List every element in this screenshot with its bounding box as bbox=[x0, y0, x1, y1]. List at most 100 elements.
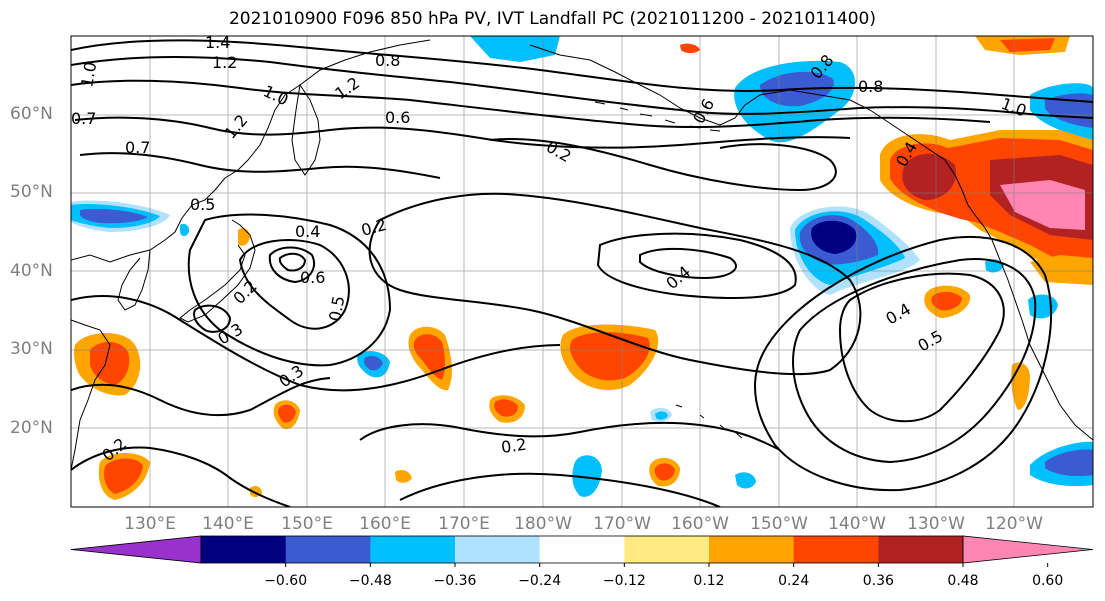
lat-label: 20°N bbox=[10, 418, 53, 438]
contour bbox=[71, 56, 1093, 119]
colorbar-tick-label: 0.12 bbox=[693, 573, 725, 589]
contour bbox=[792, 258, 1037, 464]
contour bbox=[359, 421, 781, 451]
colorbar-tick-label: −0.60 bbox=[264, 573, 308, 589]
colorbar bbox=[70, 535, 1094, 567]
colorbar-tick-label: −0.36 bbox=[433, 573, 477, 589]
contour bbox=[71, 377, 331, 417]
contour-label: 0.5 bbox=[915, 326, 947, 355]
colorbar-tick-label: 0.36 bbox=[862, 573, 894, 589]
korea-coast bbox=[117, 249, 151, 311]
gridlines bbox=[71, 36, 1093, 507]
lat-label: 60°N bbox=[10, 104, 53, 124]
contour bbox=[596, 232, 797, 299]
contour bbox=[639, 247, 737, 280]
lon-label: 160°W bbox=[671, 514, 729, 534]
contour-label: 0.6 bbox=[300, 268, 325, 287]
colorbar-tick-label: 0.48 bbox=[947, 573, 979, 589]
lon-label: 140°W bbox=[828, 514, 886, 534]
shaded-anomalies bbox=[71, 36, 1093, 500]
lon-label: 150°E bbox=[281, 514, 333, 534]
colorbar-extend-low bbox=[70, 535, 202, 564]
anomaly-patch bbox=[80, 208, 148, 224]
pv-contours bbox=[71, 39, 1093, 507]
anomaly-patch bbox=[811, 220, 857, 254]
coastlines bbox=[71, 39, 1093, 471]
anomaly-patch bbox=[680, 43, 700, 53]
anomaly-patch bbox=[572, 455, 602, 497]
contour-label: 0.7 bbox=[125, 138, 150, 157]
kamchatka-coast bbox=[291, 83, 321, 176]
contour bbox=[79, 152, 441, 179]
anomaly-patch bbox=[395, 470, 412, 483]
contour-label: 1.0 bbox=[260, 81, 291, 109]
anomaly-patch bbox=[470, 36, 560, 62]
contour-label: 1.4 bbox=[205, 33, 230, 52]
contour-label: 0.4 bbox=[883, 299, 915, 328]
lon-label: 130°E bbox=[124, 514, 176, 534]
lon-label: 180°W bbox=[514, 514, 572, 534]
contour-label: 0.4 bbox=[662, 262, 694, 293]
contour bbox=[754, 236, 1052, 492]
contour-label: 0.6 bbox=[689, 95, 718, 127]
colorbar-swatch bbox=[285, 536, 371, 563]
contour bbox=[71, 79, 991, 129]
colorbar-tick-label: 0.60 bbox=[1032, 573, 1064, 589]
lon-label: 120°W bbox=[985, 514, 1043, 534]
contour-label: 1.2 bbox=[221, 111, 252, 143]
contour-label: 0.4 bbox=[295, 222, 320, 241]
contour bbox=[193, 304, 232, 333]
contour-label: 0.8 bbox=[858, 77, 883, 96]
colorbar-frame bbox=[200, 535, 964, 564]
japan-coast bbox=[179, 219, 256, 323]
contour bbox=[368, 192, 862, 376]
colorbar-swatch bbox=[370, 536, 456, 563]
colorbar-extend-high bbox=[962, 535, 1094, 564]
contour bbox=[71, 39, 1093, 103]
anomaly-patch bbox=[90, 341, 130, 385]
hawaii bbox=[675, 404, 743, 439]
lon-label: 140°E bbox=[202, 514, 254, 534]
lon-label: 170°W bbox=[593, 514, 651, 534]
anomaly-patch bbox=[238, 228, 250, 246]
colorbar-swatch bbox=[878, 536, 964, 563]
colorbar-tick-label: −0.48 bbox=[348, 573, 392, 589]
contour bbox=[187, 213, 392, 367]
contour-label: 1.0 bbox=[999, 94, 1029, 121]
contour-label: 0.6 bbox=[385, 108, 410, 127]
anomaly-patch bbox=[931, 291, 962, 311]
anomaly-patch bbox=[104, 458, 143, 494]
anomaly-patch bbox=[735, 472, 756, 489]
contour-label: 0.3 bbox=[275, 361, 307, 391]
plot-title: 2021010900 F096 850 hPa PV, IVT Landfall… bbox=[228, 9, 876, 29]
colorbar-swatch bbox=[201, 536, 287, 563]
contour bbox=[71, 295, 561, 392]
china-coast bbox=[71, 319, 111, 471]
contour-label: 1.2 bbox=[212, 53, 237, 72]
contour-label: 0.5 bbox=[190, 195, 215, 214]
contour bbox=[238, 239, 350, 330]
lat-label: 40°N bbox=[10, 261, 53, 281]
lon-label: 130°W bbox=[907, 514, 965, 534]
anomaly-patch bbox=[654, 463, 675, 481]
contour-label: 0.5 bbox=[325, 294, 348, 322]
map-frame bbox=[70, 35, 1094, 508]
anomaly-patch bbox=[1045, 449, 1093, 477]
contour-label: 1.0 bbox=[77, 60, 100, 88]
contour-label: 0.7 bbox=[71, 109, 96, 128]
contour bbox=[74, 116, 851, 149]
contour-label: 1.2 bbox=[331, 73, 363, 103]
contour bbox=[278, 252, 307, 272]
contour-label: 0.8 bbox=[375, 51, 400, 70]
lat-label: 30°N bbox=[10, 339, 53, 359]
colorbar-swatch bbox=[624, 536, 710, 563]
aleutians bbox=[594, 101, 721, 132]
colorbar-swatch bbox=[455, 536, 541, 563]
lat-label: 50°N bbox=[10, 182, 53, 202]
anomaly-patch bbox=[902, 153, 956, 200]
contour bbox=[399, 472, 721, 507]
colorbar-tick-label: 0.24 bbox=[778, 573, 810, 589]
lon-label: 170°E bbox=[438, 514, 490, 534]
contour bbox=[71, 446, 291, 507]
anomaly-patch bbox=[278, 404, 296, 423]
